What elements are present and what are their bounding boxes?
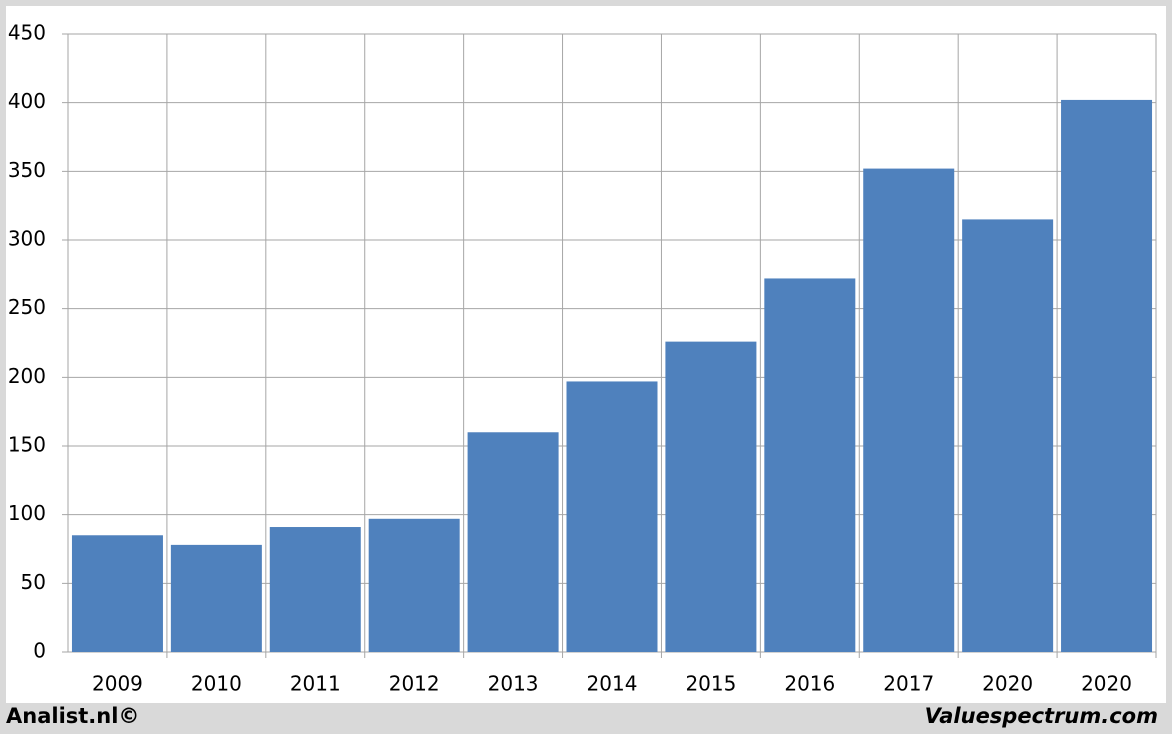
x-tick-label: 2015 xyxy=(685,672,736,696)
bar xyxy=(368,518,460,652)
y-tick-label: 100 xyxy=(8,501,46,525)
y-tick-label: 50 xyxy=(21,570,46,594)
bar xyxy=(71,535,163,652)
x-tick-label: 2012 xyxy=(389,672,440,696)
y-tick-label: 350 xyxy=(8,158,46,182)
x-tick-label: 2013 xyxy=(488,672,539,696)
bar xyxy=(1061,99,1153,653)
y-tick-label: 250 xyxy=(8,295,46,319)
x-tick-label: 2020 xyxy=(982,672,1033,696)
bar xyxy=(764,278,856,652)
bar xyxy=(170,544,262,652)
x-tick-label: 2017 xyxy=(883,672,934,696)
bar xyxy=(863,168,955,652)
bar xyxy=(665,341,757,652)
x-tick-label: 2016 xyxy=(784,672,835,696)
bar xyxy=(269,527,361,652)
x-tick-label: 2020 xyxy=(1081,672,1132,696)
x-tick-label: 2009 xyxy=(92,672,143,696)
x-tick-label: 2011 xyxy=(290,672,341,696)
bar xyxy=(467,432,559,652)
footer-left: Analist.nl© xyxy=(6,704,139,728)
x-tick-label: 2010 xyxy=(191,672,242,696)
y-tick-label: 450 xyxy=(8,21,46,45)
footer-right: Valuespectrum.com xyxy=(925,704,1158,728)
x-tick-label: 2014 xyxy=(587,672,638,696)
y-tick-label: 150 xyxy=(8,433,46,457)
y-tick-label: 200 xyxy=(8,364,46,388)
bar xyxy=(566,381,658,652)
y-tick-label: 400 xyxy=(8,89,46,113)
bar xyxy=(962,219,1054,652)
y-tick-label: 300 xyxy=(8,227,46,251)
y-tick-label: 0 xyxy=(33,639,46,663)
